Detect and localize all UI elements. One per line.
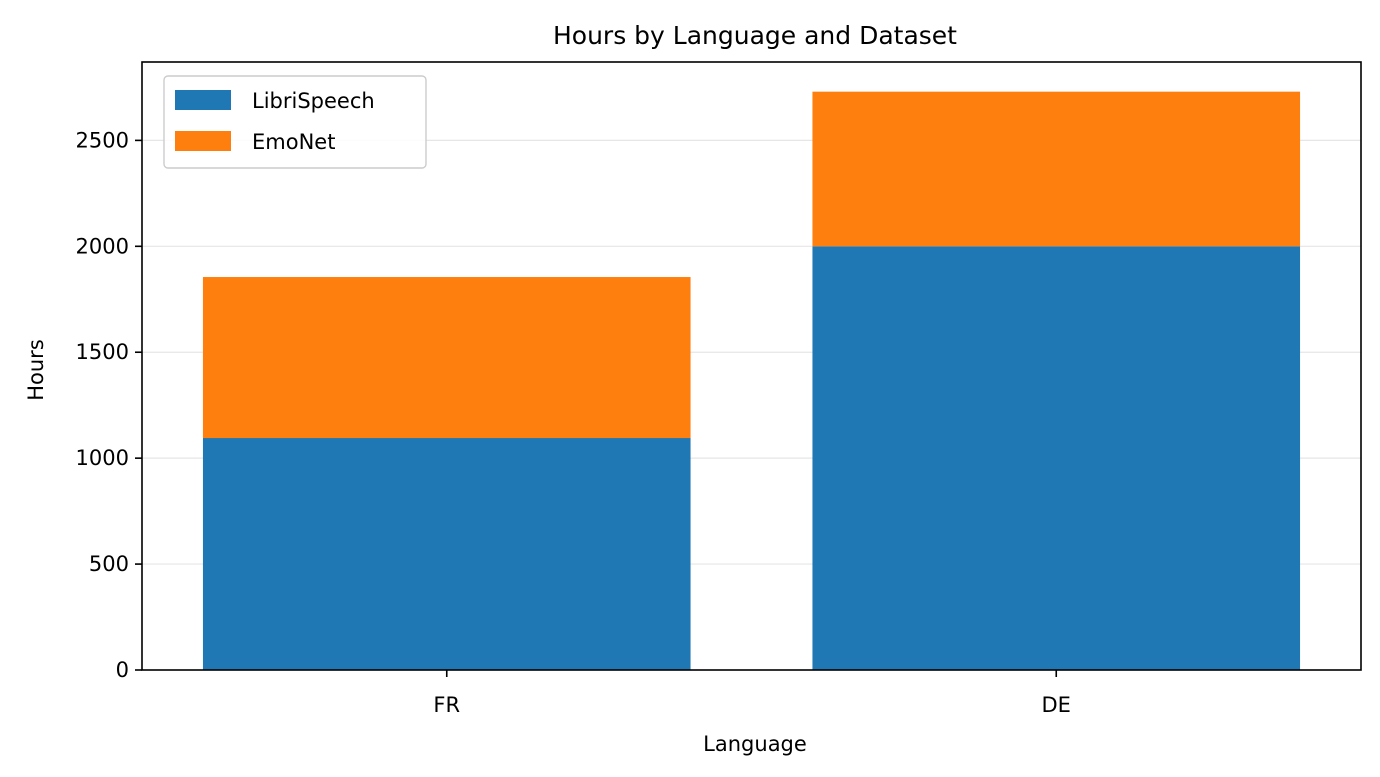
plot-frame <box>141 61 1362 671</box>
y-tick-label: 500 <box>89 552 129 576</box>
legend-swatch-librispeech <box>175 90 231 110</box>
y-axis: 0 500 1000 1500 2000 2500 <box>76 128 142 682</box>
bar-emonet-de <box>812 91 1301 247</box>
x-tick-label: FR <box>433 693 460 717</box>
y-tick-label: 1500 <box>76 340 129 364</box>
legend: LibriSpeech EmoNet <box>163 75 427 169</box>
bar-librispeech-fr <box>202 438 691 670</box>
y-tick-label: 0 <box>116 658 129 682</box>
y-tick-label: 2500 <box>76 128 129 152</box>
y-tick-label: 2000 <box>76 234 129 258</box>
legend-label-librispeech: LibriSpeech <box>252 89 375 113</box>
bar-librispeech-de <box>812 246 1301 670</box>
y-tick-label: 1000 <box>76 446 129 470</box>
bar-emonet-fr <box>202 277 691 439</box>
x-axis-label: Language <box>703 732 807 756</box>
legend-swatch-emonet <box>175 131 231 151</box>
x-axis: FR DE <box>433 670 1071 717</box>
x-tick-label: DE <box>1042 693 1071 717</box>
y-axis-label: Hours <box>24 339 48 401</box>
chart-title: Hours by Language and Dataset <box>553 21 957 50</box>
bars <box>202 91 1301 670</box>
legend-label-emonet: EmoNet <box>252 130 335 154</box>
